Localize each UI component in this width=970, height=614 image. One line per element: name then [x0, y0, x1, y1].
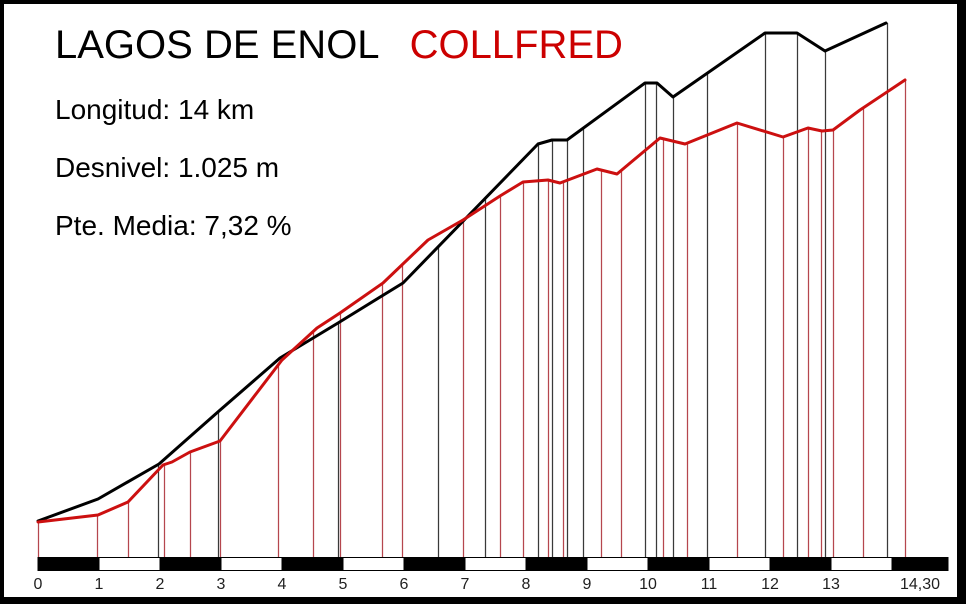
ruler-segment	[708, 557, 771, 571]
ruler-segment	[342, 557, 405, 571]
axis-tick-label: 7	[461, 576, 470, 593]
axis-tick-label: 8	[522, 576, 531, 593]
ruler-segment	[159, 557, 222, 571]
ruler-segment	[37, 557, 100, 571]
axis-tick-label: 4	[278, 576, 287, 593]
axis-tick-label: 9	[583, 576, 592, 593]
ruler-segment	[403, 557, 466, 571]
stat-pendiente-media: Pte. Media: 7,32 %	[55, 210, 292, 241]
title-climb-collfred: COLLFRED	[409, 23, 623, 67]
axis-tick-label: 12	[761, 576, 779, 593]
axis-tick-label: 2	[156, 576, 165, 593]
title-climb-lagos-de-enol: LAGOS DE ENOL	[55, 23, 380, 67]
axis-tick-label: 6	[400, 576, 409, 593]
climb-stats: Longitud: 14 km Desnivel: 1.025 m Pte. M…	[55, 92, 292, 266]
ruler-segment	[891, 557, 949, 571]
axis-tick-label: 0	[34, 576, 43, 593]
ruler-segment	[830, 557, 893, 571]
ruler-segment	[281, 557, 344, 571]
axis-tick-label: 1	[95, 576, 104, 593]
ruler-segment	[586, 557, 649, 571]
profile-line-collfred	[36, 78, 907, 524]
stat-desnivel: Desnivel: 1.025 m	[55, 152, 280, 183]
ruler-segment	[220, 557, 283, 571]
ruler-segment	[647, 557, 710, 571]
ruler-segment	[525, 557, 588, 571]
axis-tick-label: 11	[701, 576, 718, 593]
axis-tick-label: 14,30	[900, 576, 940, 593]
axis-tick-label: 13	[822, 576, 840, 593]
chart-title: LAGOS DE ENOL COLLFRED	[55, 22, 623, 68]
ruler-segment	[98, 557, 161, 571]
profile-line-lagos-de-enol	[36, 21, 888, 523]
ruler-segment	[464, 557, 527, 571]
axis-tick-label: 3	[217, 576, 226, 593]
chart-border-frame	[0, 0, 966, 604]
axis-tick-label: 10	[639, 576, 657, 593]
stat-longitud: Longitud: 14 km	[55, 94, 255, 125]
ruler-segment	[769, 557, 832, 571]
axis-tick-label: 5	[339, 576, 348, 593]
